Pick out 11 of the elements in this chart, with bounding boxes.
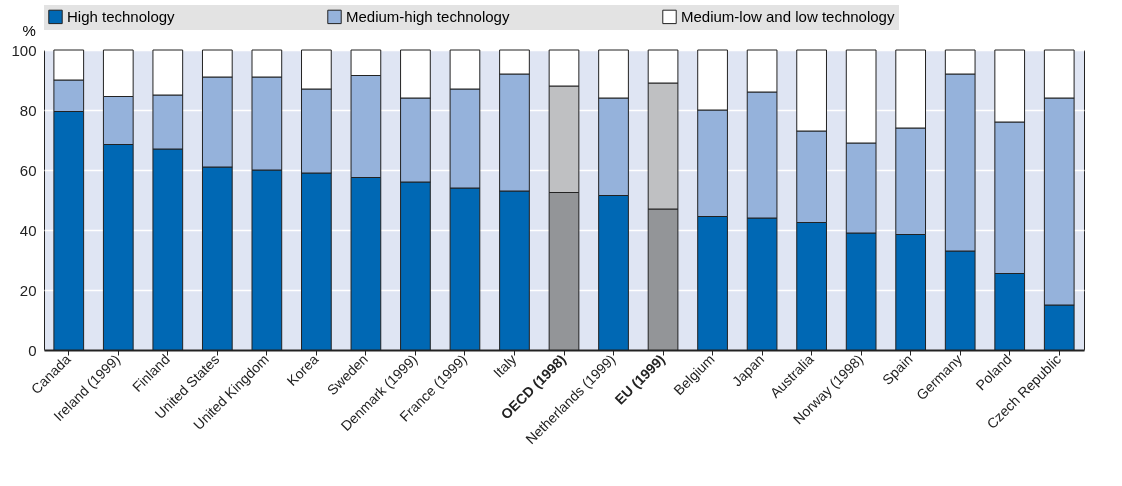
legend-label: Medium-low and low technology xyxy=(681,7,895,25)
y-tick-label: 20 xyxy=(19,281,37,299)
y-tick-label: 60 xyxy=(19,161,37,179)
y-tick-label: 100 xyxy=(11,41,37,59)
y-tick-label: 0 xyxy=(28,341,37,359)
y-tick-label: 40 xyxy=(19,221,37,239)
y-tick-label: 80 xyxy=(19,101,37,119)
y-axis-title: % xyxy=(22,21,36,39)
legend-label: Medium-high technology xyxy=(346,7,510,25)
x-tick-label: Italy xyxy=(489,351,520,381)
legend-label: High technology xyxy=(67,7,176,25)
